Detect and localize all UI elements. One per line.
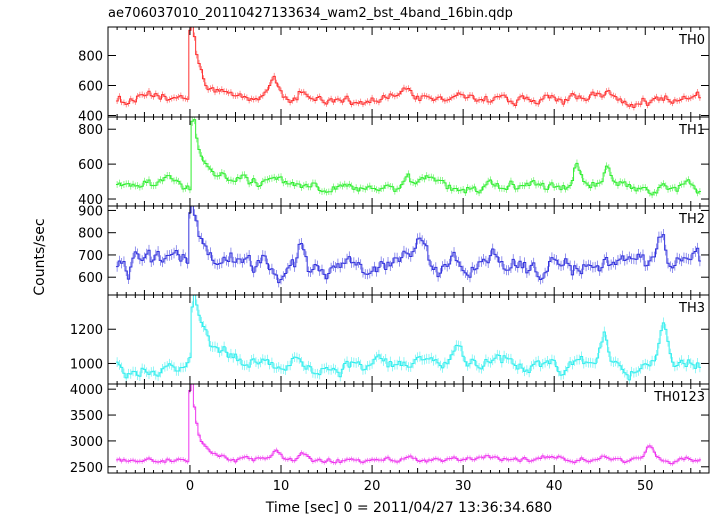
- y-tick-label: 2500: [70, 461, 103, 476]
- panel-label-th1: TH1: [678, 123, 705, 138]
- series-errorbars-th0: [116, 27, 701, 111]
- series-line-th1: [115, 119, 702, 196]
- y-tick-label: 400: [78, 110, 103, 125]
- x-tick-label: 30: [455, 479, 472, 494]
- panel-frame: [107, 26, 710, 118]
- x-tick-label: 50: [637, 479, 654, 494]
- series-errorbars-th0123: [116, 387, 701, 467]
- series-line-th3: [115, 295, 702, 381]
- y-tick-label: 1200: [70, 323, 103, 338]
- y-tick-label: 1000: [70, 357, 103, 372]
- panel-label-th2: TH2: [678, 212, 705, 227]
- y-tick-label: 900: [78, 204, 103, 219]
- series-errorbars-th3: [116, 299, 701, 384]
- y-tick-label: 700: [78, 249, 103, 264]
- y-tick-label: 400: [78, 193, 103, 208]
- y-tick-label: 600: [78, 80, 103, 95]
- y-axis-label: Counts/sec: [32, 218, 48, 295]
- y-tick-label: 800: [78, 123, 103, 138]
- x-tick-label: 0: [186, 479, 194, 494]
- series-line-th2: [115, 206, 702, 284]
- panel-th1: 400 600 800 TH1: [78, 116, 710, 208]
- chart-title: ae706037010_20110427133634_wam2_bst_4ban…: [108, 6, 513, 21]
- x-tick-label: 40: [546, 479, 563, 494]
- series-errorbars-th1: [116, 117, 701, 199]
- y-tick-label: 600: [78, 271, 103, 286]
- series-line-th0123: [115, 384, 702, 465]
- panel-label-th3: TH3: [678, 301, 705, 316]
- y-tick-label: 3000: [70, 435, 103, 450]
- x-tick-label: 20: [364, 479, 381, 494]
- y-tick-label: 800: [78, 227, 103, 242]
- panel-frame: [107, 116, 710, 207]
- y-tick-label: 600: [78, 158, 103, 173]
- y-tick-label: 800: [78, 50, 103, 65]
- y-tick-label: 4000: [70, 383, 103, 398]
- panel-label-th0: TH0: [678, 33, 705, 48]
- panel-th0: 400 600 800 TH0: [78, 26, 710, 125]
- x-tick-label: 10: [273, 479, 290, 494]
- series-errorbars-th2: [116, 206, 701, 288]
- panel-label-th0123: TH0123: [653, 390, 705, 405]
- panel-th3: 1000 1200 TH3: [70, 294, 710, 385]
- x-axis-label: Time [sec] 0 = 2011/04/27 13:36:34.680: [265, 500, 552, 516]
- panel-th0123: 2500 3000 3500 4000 TH0123: [70, 383, 710, 476]
- series-line-th0: [115, 27, 702, 108]
- y-tick-label: 3500: [70, 409, 103, 424]
- panel-th2: 600 700 800 900 TH2: [78, 204, 710, 296]
